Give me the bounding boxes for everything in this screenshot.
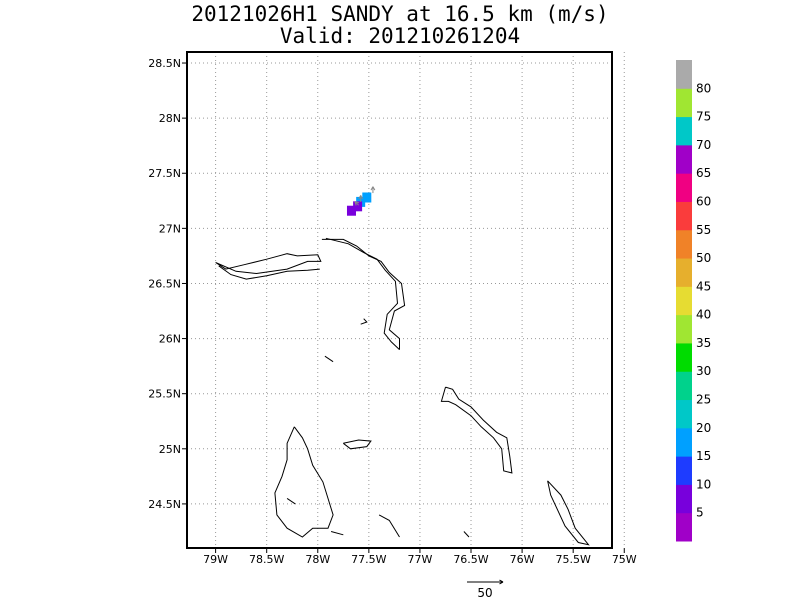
plot-frame [186,51,613,549]
colorbar-label: 25 [696,393,711,407]
colorbar-segment [676,456,692,485]
colorbar-label: 15 [696,449,711,463]
colorbar-segment [676,144,692,174]
chart-subtitle: Valid: 201210261204 [279,24,521,48]
colorbar-segment [676,229,692,259]
wind-vector-head [354,201,360,204]
coastline [378,514,400,538]
y-tick-label: 27N [159,222,181,235]
wind-cell [362,192,372,203]
y-tick-label: 27.5N [148,167,181,180]
colorbar-label: 10 [696,477,711,491]
coastline [286,497,296,505]
colorbar-label: 40 [696,308,711,322]
vector-scale-arrow-head [499,581,504,585]
y-tick-label: 25.5N [148,388,181,401]
x-tick-label: 76.5W [453,553,488,566]
colorbar-segment [676,173,692,202]
coastline [342,439,372,450]
wind-vector-head [358,195,362,200]
colorbar-segment [676,314,692,344]
x-tick-label: 79W [203,553,228,566]
colorbar-segment [676,512,692,542]
coastline [215,253,322,275]
coastline [218,265,320,280]
wind-cell [346,205,356,216]
colorbar-segment [676,371,692,401]
coastline [325,237,400,350]
x-tick-label: 75W [612,553,637,566]
coastline [324,355,334,363]
colorbar-label: 5 [696,506,704,520]
wind-vector-head [360,195,364,200]
colorbar-segment [676,399,692,429]
colorbar-label: 75 [696,110,711,124]
colorbar-segment [676,116,692,146]
wind-vector-head [372,186,376,191]
colorbar-segment [676,88,692,118]
colorbar-segment [676,258,692,287]
colorbar-segment [676,286,692,316]
colorbar-segment [676,342,692,372]
colorbar-label: 80 [696,81,711,95]
x-tick-label: 78W [305,553,330,566]
coastline [463,531,470,538]
colorbar-segment [676,484,692,514]
wind-vector-head [354,201,357,206]
colorbar-segment [676,201,692,231]
colorbar-label: 45 [696,279,711,293]
colorbar-label: 20 [696,421,711,435]
coastline [547,480,590,546]
x-tick-label: 78.5W [249,553,284,566]
y-tick-label: 25N [159,443,181,456]
colorbar-label: 70 [696,138,711,152]
y-tick-label: 26N [159,333,181,346]
y-tick-label: 26.5N [148,277,181,290]
colorbar-label: 50 [696,251,711,265]
vector-scale-arrow-head [499,579,504,583]
colorbar-label: 35 [696,336,711,350]
chart-title: 20121026H1 SANDY at 16.5 km (m/s) [191,2,609,26]
y-tick-label: 28N [159,112,181,125]
colorbar-segment [676,427,692,457]
wind-cell [353,201,363,212]
y-tick-label: 28.5N [148,57,181,70]
colorbar-label: 65 [696,166,711,180]
colorbar-segment [676,60,692,89]
coastline [440,386,513,474]
coastline [321,238,406,350]
colorbar-label: 30 [696,364,711,378]
x-tick-label: 77W [407,553,432,566]
coastline [330,531,344,536]
coastline [274,426,334,538]
x-tick-label: 76W [510,553,535,566]
x-tick-label: 75.5W [555,553,590,566]
x-tick-label: 77.5W [351,553,386,566]
vector-scale-label: 50 [477,586,492,600]
coastline [360,318,368,325]
colorbar-label: 55 [696,223,711,237]
y-tick-label: 24.5N [148,498,181,511]
colorbar-label: 60 [696,194,711,208]
wind-vector-head [370,186,374,191]
